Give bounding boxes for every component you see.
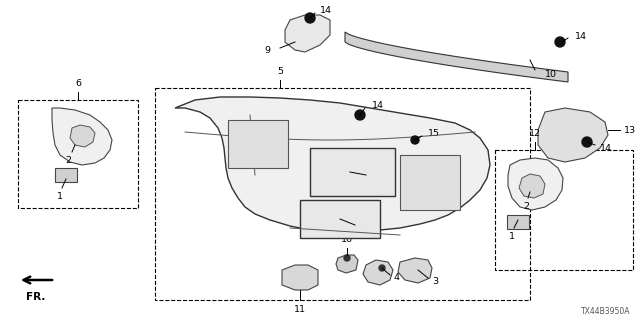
Text: 1: 1 xyxy=(509,232,515,241)
Polygon shape xyxy=(285,15,330,52)
Circle shape xyxy=(379,265,385,271)
Text: 13: 13 xyxy=(624,125,636,134)
Text: TX44B3950A: TX44B3950A xyxy=(580,307,630,316)
Polygon shape xyxy=(508,158,563,210)
Polygon shape xyxy=(70,125,95,147)
Text: 3: 3 xyxy=(432,277,438,286)
Bar xyxy=(310,148,395,196)
Circle shape xyxy=(555,37,565,47)
Bar xyxy=(228,120,288,168)
Text: 16: 16 xyxy=(341,235,353,244)
Bar xyxy=(18,100,138,208)
Polygon shape xyxy=(282,265,318,290)
Text: 6: 6 xyxy=(75,79,81,88)
Text: 4: 4 xyxy=(393,274,399,283)
Bar xyxy=(495,150,633,270)
Text: 5: 5 xyxy=(277,67,283,76)
Polygon shape xyxy=(398,258,432,283)
Circle shape xyxy=(305,13,315,23)
Text: 14: 14 xyxy=(600,143,612,153)
Polygon shape xyxy=(363,260,393,285)
Text: 7: 7 xyxy=(360,223,366,233)
Polygon shape xyxy=(175,97,490,232)
Text: 12: 12 xyxy=(529,129,541,138)
Text: 2: 2 xyxy=(523,202,529,211)
Text: 14: 14 xyxy=(320,5,332,14)
Circle shape xyxy=(344,255,350,261)
Text: 11: 11 xyxy=(294,305,306,314)
Text: 2: 2 xyxy=(65,156,71,165)
Text: 14: 14 xyxy=(372,100,384,109)
Circle shape xyxy=(582,137,592,147)
Polygon shape xyxy=(519,174,545,198)
Polygon shape xyxy=(336,255,358,273)
Text: 10: 10 xyxy=(545,69,557,78)
Bar xyxy=(400,155,460,210)
Text: 8: 8 xyxy=(370,171,376,180)
Polygon shape xyxy=(345,32,568,82)
Text: 14: 14 xyxy=(575,31,587,41)
Text: 9: 9 xyxy=(264,45,270,54)
Text: FR.: FR. xyxy=(26,292,45,302)
Circle shape xyxy=(411,136,419,144)
Text: 1: 1 xyxy=(57,192,63,201)
Polygon shape xyxy=(52,108,112,165)
Bar xyxy=(300,200,380,238)
Bar xyxy=(55,168,77,182)
Bar xyxy=(155,88,530,300)
Circle shape xyxy=(355,110,365,120)
Polygon shape xyxy=(538,108,608,162)
Bar xyxy=(507,215,529,229)
Text: 15: 15 xyxy=(428,129,440,138)
